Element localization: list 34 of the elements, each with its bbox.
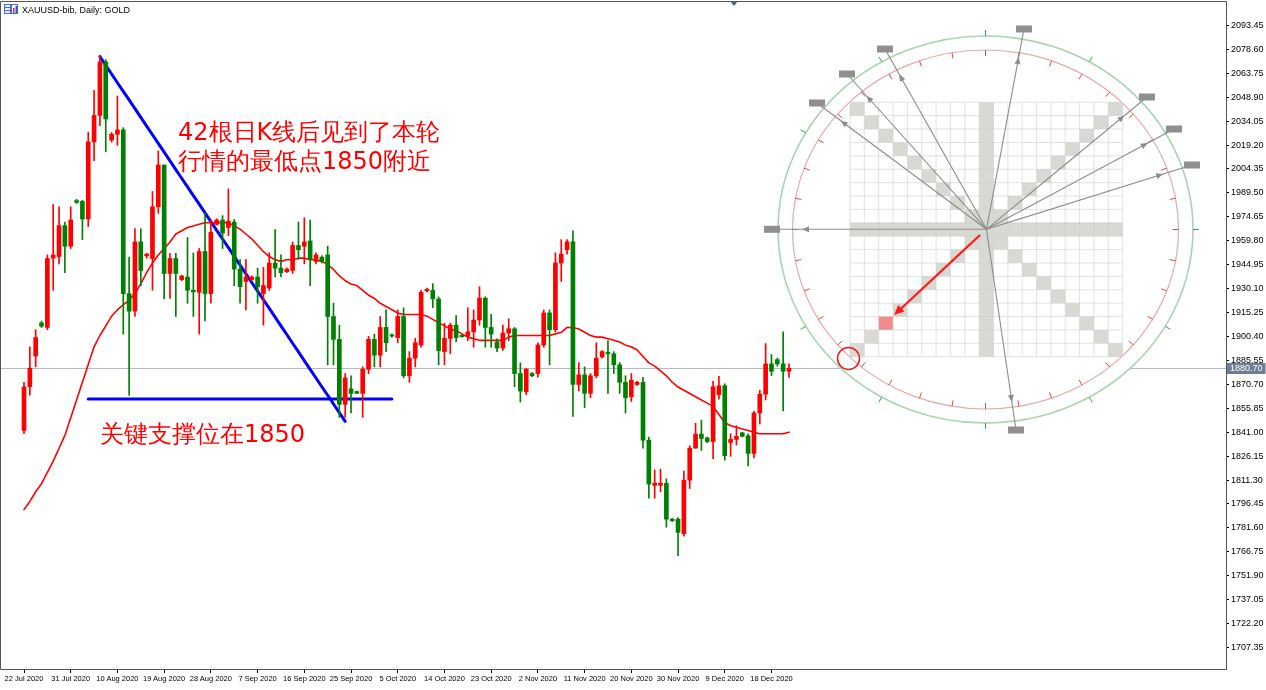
y-tick-label: 1826.15 [1231,450,1264,461]
y-tick-label: 1751.90 [1231,570,1264,581]
y-tick-label: 1930.10 [1231,283,1264,294]
y-tick-label: 2004.35 [1231,163,1264,174]
y-tick-label: 1811.30 [1231,474,1263,485]
y-tick-label: 1841.00 [1231,426,1264,437]
y-tick-label: 1900.40 [1231,330,1264,341]
annotation: 关键支撑位在1850 [100,420,306,448]
y-tick-label: 1885.55 [1231,354,1264,365]
y-tick-label: 1855.85 [1231,402,1264,413]
y-tick-label: 1737.05 [1231,594,1264,605]
candlestick [558,239,564,282]
y-tick-label: 2048.90 [1231,91,1264,102]
candlestick [506,318,512,341]
y-tick-label: 1796.45 [1231,498,1264,509]
y-tick-label: 2019.20 [1231,139,1264,150]
candlestick [348,375,354,414]
y-tick-label: 1781.60 [1231,522,1264,533]
y-tick-label: 1959.80 [1231,235,1264,246]
y-tick-label: 1870.70 [1231,378,1264,389]
ref-line-label: 1880.70 [1230,362,1263,373]
y-tick-label: 2093.45 [1231,19,1264,30]
y-tick-label: 1766.75 [1231,546,1264,557]
chart-title: XAUUSD-bib, Daily: GOLD [22,5,131,15]
y-tick-label: 2034.05 [1231,115,1264,126]
y-tick-label: 2063.75 [1231,67,1264,78]
y-tick-label: 1707.35 [1231,641,1264,652]
y-tick-label: 1974.65 [1231,211,1264,222]
annotation: 42根日K线后见到了本轮行情的最低点1850附近 [178,118,441,175]
y-tick-label: 1944.95 [1231,259,1264,270]
y-tick-label: 2078.60 [1231,43,1264,54]
y-tick-label: 1989.50 [1231,187,1264,198]
y-tick-label: 1722.20 [1231,618,1264,629]
y-tick-label: 1915.25 [1231,307,1264,318]
